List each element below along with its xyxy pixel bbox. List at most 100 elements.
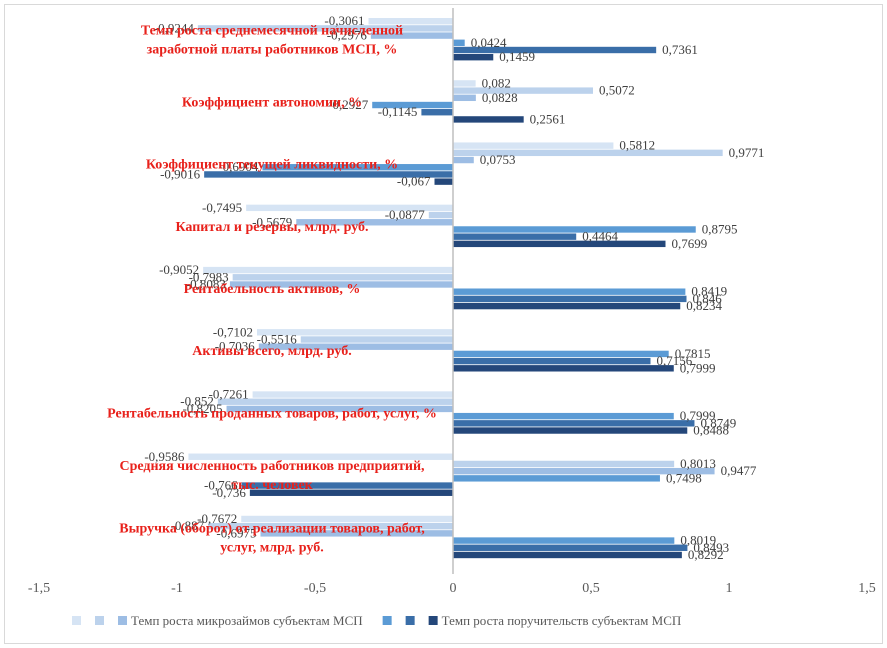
category-label-line: Капитал и резервы, млрд. руб.	[175, 220, 368, 235]
bar	[428, 211, 453, 219]
category-label-line: Темп роста среднемесячной начисленной	[141, 24, 403, 39]
bar	[453, 551, 682, 559]
bar	[453, 420, 695, 427]
bar	[260, 530, 453, 537]
category-label-line: тыс. человек	[231, 478, 313, 493]
data-label: 0,0753	[480, 152, 516, 167]
data-label: 0,9477	[721, 463, 757, 478]
bar	[453, 39, 465, 46]
bar	[453, 54, 494, 61]
bar	[453, 116, 524, 123]
bar	[226, 405, 453, 413]
bar	[453, 288, 686, 295]
bar	[453, 350, 669, 358]
bar	[453, 156, 474, 164]
data-label: -0,9244	[154, 20, 195, 35]
bar	[421, 109, 453, 116]
x-tick-label: 1,5	[858, 581, 876, 596]
data-label: -0,887	[171, 518, 205, 533]
data-label: -0,067	[397, 174, 431, 189]
category-label-line: Рентабельность активов, %	[184, 282, 361, 297]
data-label: -0,6975	[216, 525, 256, 540]
category-label: Рентабельность активов, %	[184, 282, 361, 297]
bar	[453, 460, 675, 468]
data-label: -0,7672	[197, 511, 237, 526]
category-label: Активы всего, млрд. руб.	[192, 344, 351, 359]
category-label: Капитал и резервы, млрд. руб.	[175, 220, 368, 235]
legend-swatch	[382, 616, 392, 625]
data-label: 0,1459	[499, 49, 535, 64]
bar	[372, 101, 453, 109]
bar	[453, 412, 674, 420]
data-label: -0,9586	[144, 449, 185, 464]
data-label: -0,6904	[218, 159, 259, 174]
bar	[453, 94, 476, 102]
data-label: 0,8749	[700, 415, 736, 430]
bar	[453, 357, 651, 365]
category-label-line: услуг, млрд. руб.	[220, 540, 323, 555]
x-tick-label: 1	[726, 581, 733, 596]
data-label: 0,8019	[680, 533, 716, 548]
data-label: -0,3061	[324, 13, 364, 28]
data-label: 0,5812	[619, 138, 655, 153]
axis-layer: -1,5 -1 -0,5 0 0,5 1 1,5	[28, 8, 876, 596]
data-label: 0,8795	[702, 221, 738, 236]
category-label-line: заработной платы работников МСП, %	[147, 43, 398, 58]
x-tick-label: 0	[450, 581, 457, 596]
bar	[204, 171, 453, 178]
bar	[188, 453, 454, 460]
x-tick-label: 0,5	[582, 581, 600, 596]
data-label: 0,8234	[686, 298, 722, 313]
data-label: 0,0828	[482, 90, 518, 105]
data-label: 0,7999	[680, 360, 716, 375]
legend-swatch	[72, 616, 81, 625]
data-label: 0,8488	[693, 423, 729, 438]
bar	[252, 391, 453, 398]
x-tick-label: -1,5	[28, 581, 50, 596]
bar	[453, 365, 674, 372]
bar	[232, 274, 453, 281]
bar	[453, 233, 577, 240]
bar	[262, 164, 453, 171]
legend-swatch	[428, 616, 438, 625]
category-label: Темп роста среднемесячной начисленной зар…	[141, 24, 403, 58]
bar	[208, 522, 453, 530]
data-label: 0,0424	[471, 35, 507, 50]
legend-swatch	[95, 616, 104, 625]
category-label-line: Активы всего, млрд. руб.	[192, 344, 351, 359]
bar	[453, 544, 688, 551]
data-label: -0,7102	[213, 324, 253, 339]
data-label: -0,7983	[189, 269, 229, 284]
bar	[453, 467, 715, 475]
legend: Темп роста микрозаймов субъектам МСП Темп…	[72, 613, 681, 628]
bar	[453, 46, 657, 54]
legend-swatch	[405, 616, 415, 625]
legend-entry: Темп роста микрозаймов субъектам МСП	[131, 613, 363, 628]
data-label: 0,4464	[582, 229, 618, 244]
category-labels-layer: Темп роста среднемесячной начисленной зар…	[107, 24, 437, 556]
category-label: Коэффициент автономии, %	[182, 95, 362, 110]
category-label-line: Выручка (оборот) от реализации товаров, …	[119, 521, 424, 536]
data-label: -0,5516	[257, 332, 298, 347]
bar	[453, 240, 666, 248]
bar	[453, 142, 614, 149]
bar	[296, 219, 453, 226]
data-label: -0,8083	[186, 276, 226, 291]
data-label: -0,2976	[327, 28, 368, 43]
data-label: 0,9771	[729, 145, 765, 160]
data-labels-layer: -0,3061 -0,9244 -0,2976 0,0424 0,7361 0,1459 0…	[144, 13, 764, 562]
category-label-line: Средняя численность работников предприят…	[119, 459, 424, 474]
category-label-line: Коэффициент текущей ликвидности, %	[146, 158, 398, 173]
data-label: 0,846	[692, 291, 722, 306]
x-tick-label: -0,5	[304, 581, 326, 596]
bar	[370, 32, 453, 39]
data-label: 0,5072	[599, 83, 635, 98]
bar	[453, 475, 660, 482]
data-label: -0,9052	[159, 262, 199, 277]
category-label-line: Рентабельность проданных товаров, работ,…	[107, 406, 437, 421]
category-label: Выручка (оборот) от реализации товаров, …	[119, 521, 424, 555]
bar	[229, 281, 453, 288]
bar	[249, 489, 453, 496]
data-label: 0,7156	[657, 353, 693, 368]
category-label: Рентабельность проданных товаров, работ,…	[107, 406, 437, 421]
